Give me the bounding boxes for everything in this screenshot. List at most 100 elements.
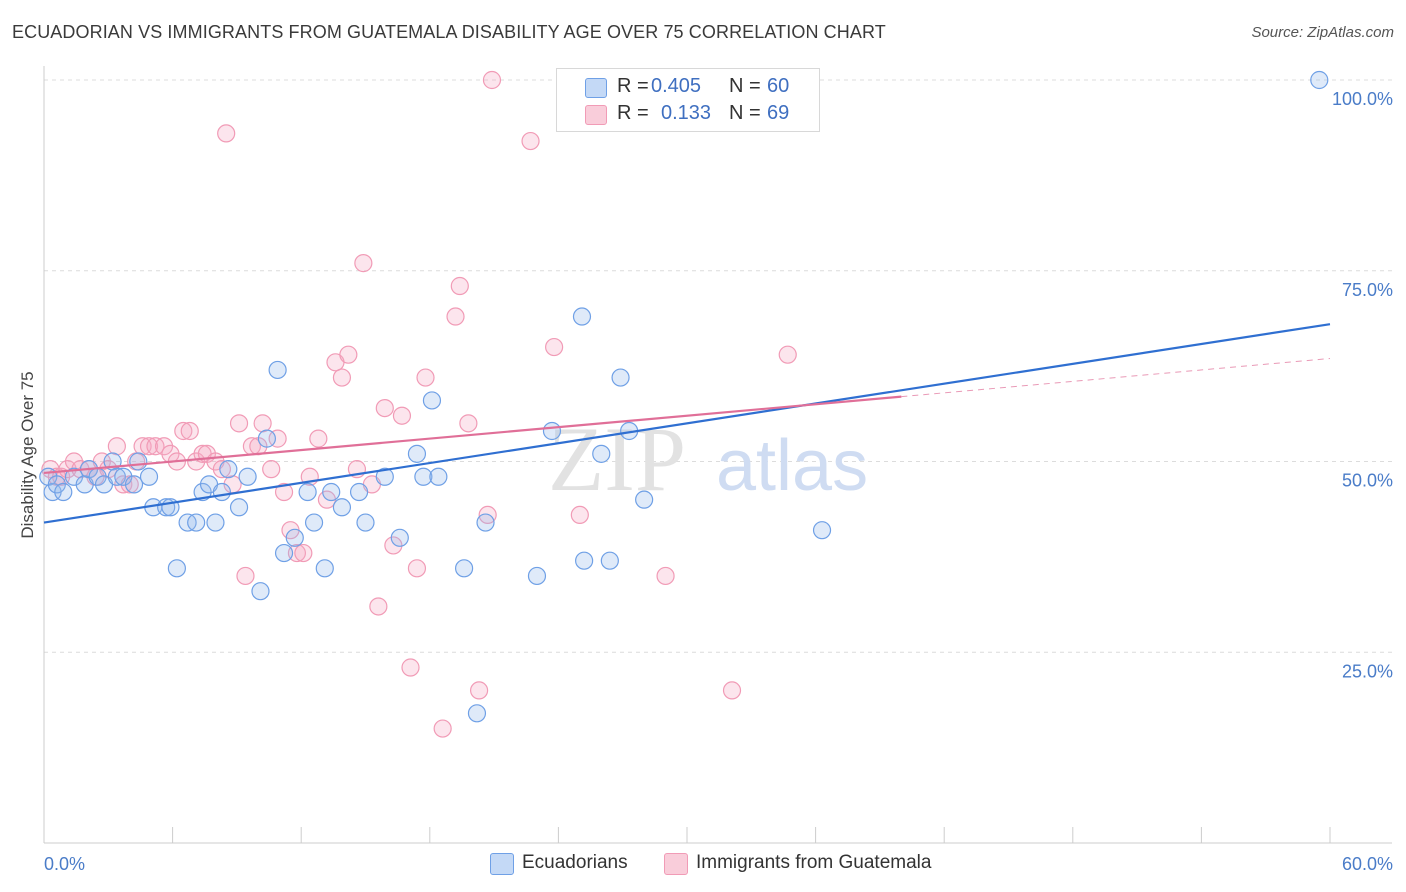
data-point-guatemala (332, 368, 352, 387)
data-point-ecuadorian (167, 559, 186, 578)
legend-r-label: R = (617, 75, 649, 97)
data-point-ecuadorian (454, 559, 474, 578)
data-point-ecuadorian (429, 467, 448, 486)
data-point-ecuadorian (476, 513, 495, 532)
x-tick-label: 60.0% (1342, 854, 1393, 874)
data-point-guatemala (446, 307, 465, 326)
data-point-ecuadorian (322, 482, 341, 502)
data-point-ecuadorian (47, 475, 66, 494)
data-point-guatemala (287, 543, 307, 563)
legend-r-value: 0.405 (651, 75, 702, 97)
data-point-guatemala (459, 414, 478, 433)
data-point-guatemala (545, 337, 564, 357)
trendlines (43, 323, 1331, 524)
legend-swatch-blue (585, 78, 607, 98)
data-point-guatemala (401, 658, 420, 677)
y-tick-label: 75.0% (1342, 280, 1393, 300)
data-point-ecuadorian (467, 704, 487, 723)
watermark-zip: ZIP (548, 408, 686, 510)
data-point-ecuadorian (390, 528, 409, 547)
legend-r-label: R = (617, 102, 649, 124)
data-point-ecuadorian (414, 467, 433, 486)
trendline-guatemala (43, 395, 902, 475)
watermark: ZIP atlas (548, 408, 868, 510)
data-point-guatemala (339, 345, 358, 364)
data-point-guatemala (114, 475, 133, 494)
data-point-guatemala (236, 566, 255, 586)
data-point-ecuadorian (251, 582, 270, 601)
data-point-ecuadorian (107, 467, 126, 486)
data-point-ecuadorian (304, 513, 324, 532)
data-point-ecuadorian (407, 444, 427, 463)
data-point-guatemala (416, 368, 435, 387)
source-credit: Source: ZipAtlas.com (1251, 24, 1394, 41)
data-point-guatemala (450, 276, 469, 296)
data-point-ecuadorian (212, 482, 231, 502)
data-point-ecuadorian (572, 307, 592, 326)
series-guatemala-points (41, 70, 797, 738)
data-point-ecuadorian (315, 559, 334, 578)
data-point-guatemala (253, 414, 272, 433)
data-point-guatemala (294, 543, 313, 563)
data-point-ecuadorian (285, 528, 304, 547)
data-point-guatemala (139, 437, 159, 456)
data-point-guatemala (521, 131, 540, 151)
data-point-guatemala (722, 681, 742, 700)
data-point-ecuadorian (375, 467, 394, 486)
data-point-guatemala (268, 429, 287, 448)
y-axis-title: Disability Age Over 75 (18, 371, 37, 538)
data-point-guatemala (262, 460, 281, 479)
data-point-guatemala (174, 421, 193, 441)
data-point-ecuadorian (611, 368, 630, 387)
data-point-guatemala (407, 559, 427, 578)
data-point-ecuadorian (542, 421, 562, 441)
bottom-legend-label: Ecuadorians (522, 852, 628, 873)
legend-r-value: 0.133 (661, 102, 712, 124)
data-point-ecuadorian (124, 475, 144, 494)
legend-n-value: 69 (767, 102, 790, 124)
bottom-legend-swatch-pink (664, 853, 688, 875)
data-point-guatemala (212, 460, 231, 479)
data-point-ecuadorian (600, 551, 619, 570)
x-tick-label: 0.0% (44, 854, 85, 874)
data-point-guatemala (384, 536, 403, 555)
legend-n-label: N = (729, 102, 761, 124)
data-point-ecuadorian (298, 482, 317, 502)
data-point-ecuadorian (206, 513, 225, 532)
data-point-ecuadorian (139, 467, 159, 486)
data-point-guatemala (274, 482, 294, 502)
data-point-ecuadorian (238, 467, 257, 486)
legend-n-label: N = (729, 75, 761, 97)
data-point-guatemala (154, 437, 174, 456)
data-point-guatemala (392, 406, 412, 425)
bottom-legend-swatch-blue (490, 853, 514, 875)
gridlines (44, 79, 1392, 653)
data-point-guatemala (482, 70, 502, 90)
series-ecuadorians-points (39, 70, 1329, 723)
data-point-guatemala (107, 437, 126, 456)
data-point-guatemala (778, 345, 797, 364)
data-point-ecuadorian (1310, 70, 1329, 90)
data-point-ecuadorian (193, 482, 212, 502)
data-point-ecuadorian (187, 513, 206, 532)
data-point-guatemala (309, 429, 328, 448)
data-point-guatemala (433, 719, 452, 738)
data-point-ecuadorian (274, 543, 294, 563)
data-point-ecuadorian (229, 498, 249, 517)
tick-labels: 25.0% 50.0% 75.0% 100.0% 0.0% 60.0% (44, 89, 1393, 874)
data-point-guatemala (656, 566, 675, 586)
trendline-guatemala-extension (901, 357, 1331, 398)
data-point-ecuadorian (635, 490, 654, 509)
data-point-guatemala (354, 254, 373, 273)
data-point-ecuadorian (268, 360, 287, 380)
data-point-guatemala (369, 597, 388, 616)
legend-row-ecuadorians: R = 0.405 N = 60 (557, 73, 819, 101)
data-point-ecuadorian (129, 452, 148, 471)
data-point-guatemala (180, 421, 199, 441)
data-point-ecuadorian (349, 482, 369, 502)
data-point-ecuadorian (332, 498, 352, 517)
legend-n-value: 60 (767, 75, 790, 97)
y-tick-label: 100.0% (1332, 89, 1393, 109)
data-point-ecuadorian (356, 513, 375, 532)
